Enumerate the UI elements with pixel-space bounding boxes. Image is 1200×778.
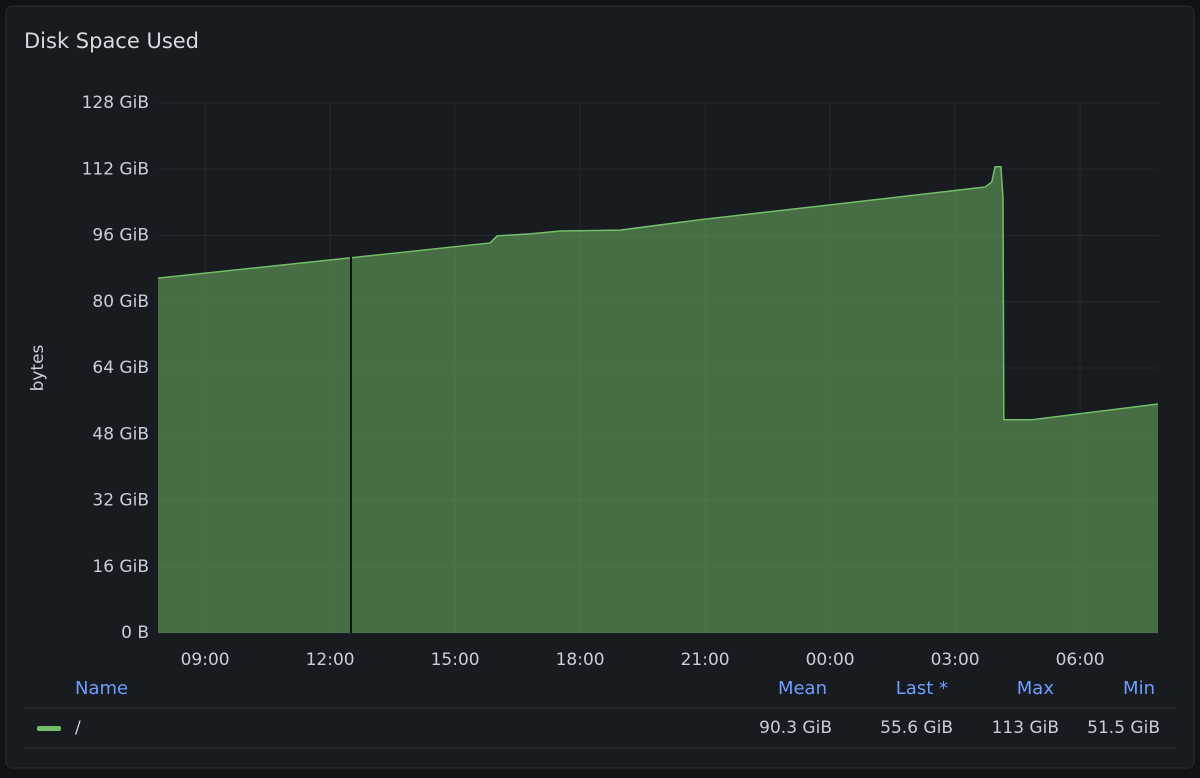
x-tick-label: 12:00 bbox=[306, 650, 355, 670]
x-tick-label: 09:00 bbox=[181, 650, 230, 670]
legend-stat: 55.6 GiB bbox=[880, 718, 953, 738]
y-axis-label: bytes bbox=[28, 344, 48, 391]
y-tick-label: 48 GiB bbox=[92, 424, 149, 444]
legend-header: Last * bbox=[896, 678, 948, 699]
legend-stat: 51.5 GiB bbox=[1087, 718, 1160, 738]
x-tick-label: 06:00 bbox=[1056, 650, 1105, 670]
y-tick-label: 112 GiB bbox=[82, 159, 149, 179]
x-tick-label: 03:00 bbox=[931, 650, 980, 670]
legend-header: Min bbox=[1123, 678, 1155, 699]
x-tick-label: 00:00 bbox=[806, 650, 855, 670]
legend-stat: 113 GiB bbox=[992, 718, 1059, 738]
area-fill bbox=[158, 166, 1158, 633]
y-tick-label: 0 B bbox=[121, 623, 149, 643]
panel-title: Disk Space Used bbox=[24, 29, 199, 53]
x-tick-label: 21:00 bbox=[681, 650, 730, 670]
legend-header: Mean bbox=[778, 678, 827, 699]
area-line bbox=[157, 166, 1159, 421]
y-tick-label: 16 GiB bbox=[92, 557, 149, 577]
y-tick-label: 80 GiB bbox=[92, 292, 149, 312]
x-tick-label: 18:00 bbox=[556, 650, 605, 670]
y-tick-label: 128 GiB bbox=[82, 93, 149, 113]
y-tick-label: 64 GiB bbox=[92, 358, 149, 378]
legend-name[interactable]: / bbox=[75, 718, 81, 738]
x-tick-label: 15:00 bbox=[431, 650, 480, 670]
legend-stat: 90.3 GiB bbox=[759, 718, 832, 738]
legend-header: Name bbox=[75, 678, 128, 699]
legend-header: Max bbox=[1017, 678, 1055, 699]
legend-swatch bbox=[37, 726, 61, 731]
y-tick-label: 32 GiB bbox=[92, 491, 149, 511]
y-tick-label: 96 GiB bbox=[92, 226, 149, 246]
